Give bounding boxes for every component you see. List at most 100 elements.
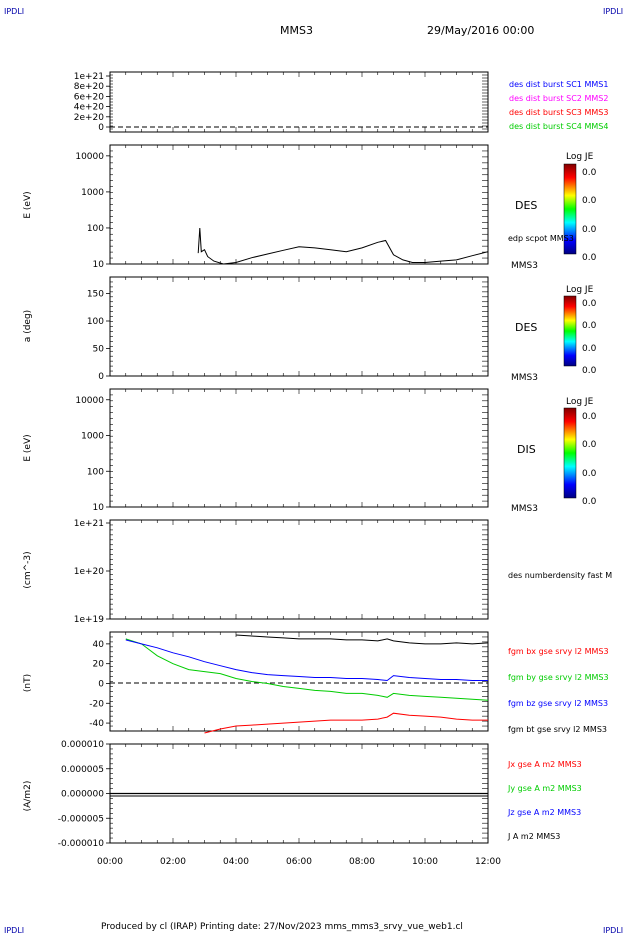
colorbar-1: Log JE 0.0 0.0 0.0 0.0 bbox=[563, 152, 597, 263]
des-energy-ytick-label: 10 bbox=[93, 260, 105, 270]
legend-current-4: J A m2 MMS3 bbox=[507, 832, 560, 841]
legend-bfield-3: fgm bz gse srvy l2 MMS3 bbox=[508, 699, 608, 708]
label-dis-energy-sc: MMS3 bbox=[511, 504, 538, 514]
panel-des-pitch-frame bbox=[109, 276, 489, 377]
density-ytick-label: 1e+20 bbox=[74, 567, 105, 577]
xtick-label: 04:00 bbox=[223, 857, 249, 867]
label-dis-energy: DIS bbox=[517, 443, 536, 456]
des-energy-ytick-label: 10000 bbox=[75, 152, 104, 162]
colorbar-1-title: Log JE bbox=[566, 152, 594, 162]
corner-label-bottom-right: IPDLI bbox=[603, 926, 623, 934]
colorbar-1-value: 0.0 bbox=[582, 196, 597, 206]
bfield-series-line bbox=[235, 634, 489, 645]
legend-bfield-1: fgm bx gse srvy l2 MMS3 bbox=[508, 647, 609, 656]
xtick-label: 02:00 bbox=[160, 857, 186, 867]
label-des-pitch-sc: MMS3 bbox=[511, 373, 538, 383]
colorbar-2-scale bbox=[563, 295, 577, 367]
legend-density: des numberdensity fast M bbox=[508, 571, 612, 580]
des-energy-scpot-line bbox=[197, 227, 489, 265]
legend-current-1: Jx gse A m2 MMS3 bbox=[507, 760, 582, 769]
panel-density-frame bbox=[109, 519, 489, 620]
bfield-series-line bbox=[204, 712, 488, 734]
colorbar-1-value: 0.0 bbox=[582, 168, 597, 178]
colorbar-1-scale bbox=[563, 163, 577, 255]
current-ytick-label: -0.000010 bbox=[58, 839, 104, 849]
colorbar-2-value: 0.0 bbox=[582, 299, 597, 309]
colorbar-2-value: 0.0 bbox=[582, 366, 597, 376]
dis-energy-ytick-label: 100 bbox=[87, 467, 104, 477]
legend-bfield-4: fgm bt gse srvy l2 MMS3 bbox=[508, 725, 607, 734]
des-energy-ytick-label: 1000 bbox=[81, 188, 104, 198]
current-ytick-label: 0.000005 bbox=[61, 765, 104, 775]
des-pitch-ytick-label: 100 bbox=[87, 317, 104, 327]
des-pitch-ytick-label: 50 bbox=[93, 345, 105, 355]
colorbar-3-value: 0.0 bbox=[582, 440, 597, 450]
footer-text: Produced by cl (IRAP) Printing date: 27/… bbox=[101, 922, 463, 932]
legend-current-2: Jy gse A m2 MMS3 bbox=[507, 784, 582, 793]
bfield-series-line bbox=[125, 638, 489, 701]
label-des-energy: DES bbox=[515, 199, 537, 212]
corner-label-bottom-left: IPDLI bbox=[4, 926, 24, 934]
burst-ytick-label: 8e+20 bbox=[74, 82, 105, 92]
colorbar-2-value: 0.0 bbox=[582, 321, 597, 331]
burst-ytick-label: 4e+20 bbox=[74, 103, 105, 113]
des-energy-ytick-label: 100 bbox=[87, 224, 104, 234]
des-pitch-ytick-label: 150 bbox=[87, 290, 104, 300]
xtick-label: 00:00 bbox=[97, 857, 123, 867]
ylabel-current: (A/m2) bbox=[23, 781, 33, 812]
colorbar-3: Log JE 0.0 0.0 0.0 0.0 bbox=[563, 397, 597, 507]
density-ytick-label: 1e+19 bbox=[74, 615, 105, 625]
ylabel-dis-energy: E (eV) bbox=[23, 434, 33, 461]
colorbar-1-value: 0.0 bbox=[582, 225, 597, 235]
corner-label-top-left: IPDLI bbox=[4, 7, 24, 16]
xtick-label: 08:00 bbox=[349, 857, 375, 867]
ylabel-bfield: (nT) bbox=[23, 674, 33, 692]
colorbar-3-scale bbox=[563, 407, 577, 499]
bfield-ytick-label: 40 bbox=[93, 640, 105, 650]
ylabel-des-energy: E (eV) bbox=[23, 191, 33, 218]
label-des-pitch: DES bbox=[515, 321, 537, 334]
burst-ytick-label: 1e+21 bbox=[74, 72, 104, 82]
colorbar-3-value: 0.0 bbox=[582, 469, 597, 479]
legend-bfield-2: fgm by gse srvy l2 MMS3 bbox=[508, 673, 609, 682]
des-pitch-ytick-label: 0 bbox=[98, 372, 104, 382]
density-ytick-label: 1e+21 bbox=[74, 519, 104, 529]
bfield-ytick-label: -40 bbox=[89, 719, 104, 729]
corner-label-top-right: IPDLI bbox=[603, 7, 623, 16]
dis-energy-ytick-label: 1000 bbox=[81, 432, 104, 442]
colorbar-2-title: Log JE bbox=[566, 285, 594, 295]
header-date: 29/May/2016 00:00 bbox=[427, 24, 534, 37]
burst-ytick-label: 0 bbox=[98, 123, 104, 133]
ylabel-density: (cm^-3) bbox=[23, 551, 33, 588]
panel-dis-energy-frame bbox=[109, 388, 489, 508]
legend-burst-4: des dist burst SC4 MMS4 bbox=[509, 122, 608, 131]
ylabel-des-pitch: a (deg) bbox=[23, 310, 33, 342]
bfield-series-line bbox=[125, 639, 488, 682]
colorbar-3-value: 0.0 bbox=[582, 497, 597, 507]
xtick-label: 10:00 bbox=[412, 857, 438, 867]
legend-edp-scpot: edp scpot MMS3 bbox=[508, 234, 574, 243]
bfield-ytick-label: -20 bbox=[89, 699, 104, 709]
legend-burst-2: des dist burst SC2 MMS2 bbox=[509, 94, 608, 103]
colorbar-2: Log JE 0.0 0.0 0.0 0.0 bbox=[563, 285, 597, 376]
colorbar-3-value: 0.0 bbox=[582, 412, 597, 422]
dis-energy-ytick-label: 10000 bbox=[75, 396, 104, 406]
header-spacecraft: MMS3 bbox=[280, 24, 313, 37]
panel-burst-frame bbox=[109, 71, 489, 133]
xtick-label: 06:00 bbox=[286, 857, 312, 867]
dis-energy-ytick-label: 10 bbox=[93, 503, 105, 513]
colorbar-3-title: Log JE bbox=[566, 397, 594, 407]
label-des-energy-sc: MMS3 bbox=[511, 261, 538, 271]
burst-ytick-label: 6e+20 bbox=[74, 92, 105, 102]
legend-burst-1: des dist burst SC1 MMS1 bbox=[509, 80, 608, 89]
legend-current-3: Jz gse A m2 MMS3 bbox=[507, 808, 581, 817]
legend-burst-3: des dist burst SC3 MMS3 bbox=[509, 108, 608, 117]
xtick-label: 12:00 bbox=[475, 857, 501, 867]
bfield-ytick-label: 20 bbox=[93, 660, 105, 670]
panel-des-energy-frame bbox=[109, 144, 489, 265]
colorbar-1-value: 0.0 bbox=[582, 253, 597, 263]
burst-ytick-label: 2e+20 bbox=[74, 113, 105, 123]
